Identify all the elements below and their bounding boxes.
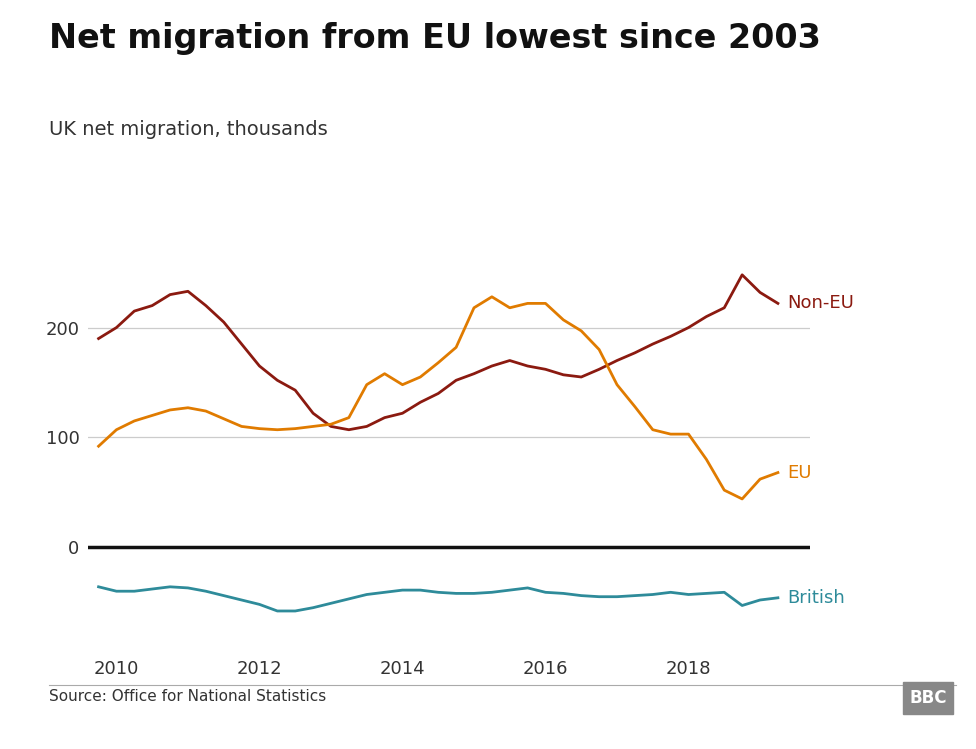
Text: BBC: BBC [910, 689, 947, 707]
Text: Non-EU: Non-EU [788, 294, 855, 312]
Text: Source: Office for National Statistics: Source: Office for National Statistics [49, 689, 326, 704]
Text: EU: EU [788, 464, 812, 482]
Text: Net migration from EU lowest since 2003: Net migration from EU lowest since 2003 [49, 22, 821, 55]
Text: UK net migration, thousands: UK net migration, thousands [49, 120, 328, 139]
Text: British: British [788, 589, 845, 607]
